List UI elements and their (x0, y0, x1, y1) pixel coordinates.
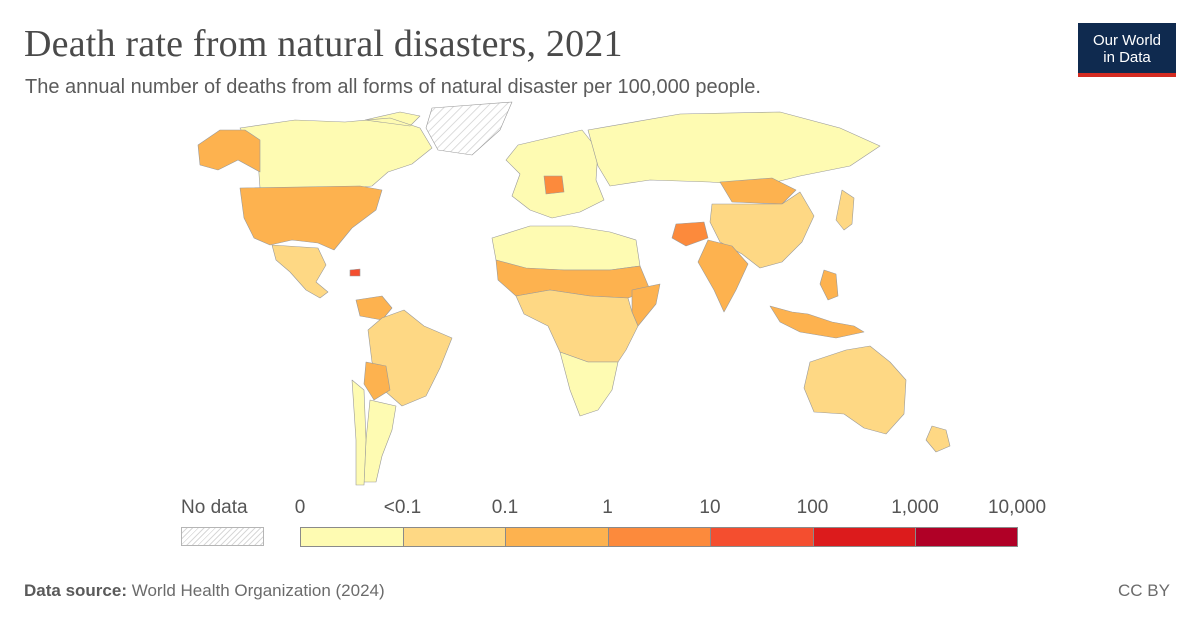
map-region-united-states[interactable] (239, 185, 383, 251)
data-source-label: Data source: (24, 581, 127, 600)
map-region-brazil[interactable] (367, 309, 453, 407)
map-region-mongolia[interactable] (719, 177, 797, 205)
legend-tick-label: <0.1 (383, 497, 422, 518)
map-region-india[interactable] (697, 239, 749, 313)
map-region-europe[interactable] (505, 129, 605, 219)
map-region-new-zealand[interactable] (925, 425, 951, 453)
data-source: Data source: World Health Organization (… (24, 581, 385, 601)
world-map[interactable] (120, 100, 1080, 495)
map-region-canada[interactable] (239, 111, 433, 189)
map-region-china[interactable] (709, 191, 815, 269)
map-region-philippines[interactable] (819, 269, 839, 301)
map-region-japan[interactable] (835, 189, 855, 231)
legend-bin-3[interactable] (607, 527, 710, 547)
logo-line-2: in Data (1103, 49, 1151, 66)
map-region-southern-africa[interactable] (559, 351, 619, 417)
owid-logo[interactable]: Our World in Data (1078, 23, 1176, 77)
legend-tick-label: 100 (796, 497, 829, 518)
map-region-alaska-united-states[interactable] (197, 129, 261, 173)
map-region-chile[interactable] (351, 379, 367, 486)
legend-bin-2[interactable] (505, 527, 608, 547)
map-region-australia[interactable] (803, 345, 907, 435)
chart-title: Death rate from natural disasters, 2021 (24, 23, 623, 65)
legend-bin-0[interactable] (300, 527, 403, 547)
map-region-russia[interactable] (587, 111, 881, 187)
map-region-venezuela[interactable] (355, 295, 393, 321)
map-region-mexico[interactable] (271, 244, 329, 299)
map-region-greenland[interactable] (425, 101, 513, 156)
map-region-afghanistan[interactable] (671, 221, 709, 247)
legend-tick-label: 0.1 (491, 497, 519, 518)
map-region-haiti[interactable] (349, 268, 361, 277)
logo-line-1: Our World (1092, 32, 1162, 49)
legend-color-bar (300, 527, 1018, 547)
world-map-svg (197, 101, 951, 486)
map-region-somalia[interactable] (631, 283, 661, 327)
data-source-text[interactable]: World Health Organization (2024) (131, 581, 385, 600)
legend-bin-1[interactable] (402, 527, 505, 547)
map-region-northern-africa[interactable] (491, 225, 641, 271)
legend-tick-label: 0 (294, 497, 306, 518)
map-region-bolivia[interactable] (363, 361, 391, 401)
legend-tick-label: 10 (699, 497, 721, 518)
legend-bin-6[interactable] (915, 527, 1018, 547)
license-link[interactable]: CC BY (1118, 581, 1170, 600)
legend-tick-label: 1 (602, 497, 613, 518)
map-region-central-africa[interactable] (515, 289, 639, 363)
map-region-argentina[interactable] (363, 399, 397, 483)
map-region-indonesia[interactable] (769, 305, 865, 339)
legend-bin-5[interactable] (812, 527, 915, 547)
legend-no-data-swatch (181, 527, 264, 546)
map-region-germany[interactable] (543, 175, 565, 195)
legend-tick-label: 1,000 (891, 497, 939, 518)
chart-subtitle: The annual number of deaths from all for… (25, 76, 761, 98)
legend-bin-4[interactable] (710, 527, 813, 547)
legend-no-data-label: No data (181, 497, 248, 518)
legend-tick-label: 10,000 (987, 497, 1047, 518)
